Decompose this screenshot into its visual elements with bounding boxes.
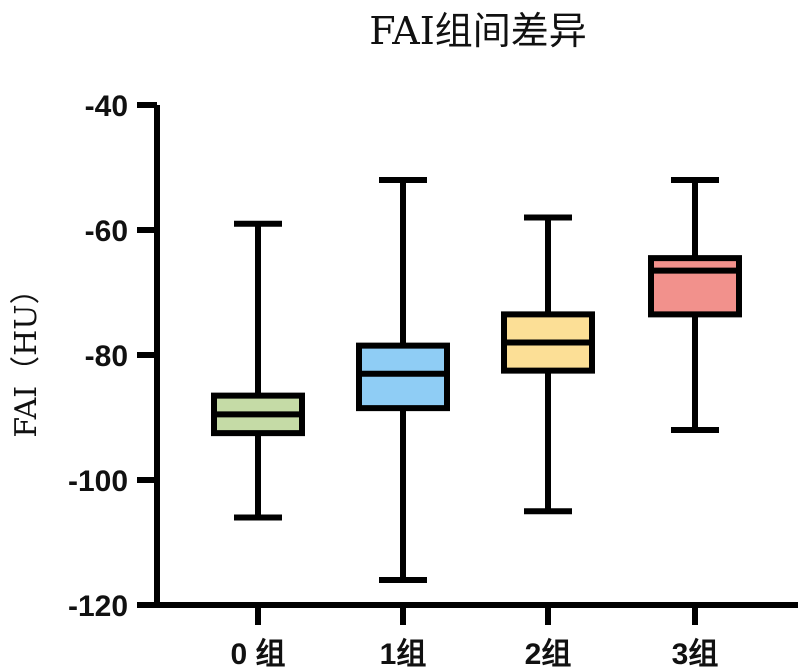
- y-tick-label: -120: [68, 590, 128, 623]
- box-group: [648, 177, 742, 433]
- y-tick-label: -80: [85, 340, 128, 373]
- chart-title: FAI组间差异: [369, 9, 587, 53]
- x-tick-label: 2组: [525, 637, 572, 671]
- y-tick-label: -60: [85, 215, 128, 248]
- y-axis-label: FAI（HU）: [9, 274, 44, 437]
- x-tick-label: 0 组: [230, 637, 285, 671]
- y-tick-label: -40: [85, 90, 128, 123]
- box-group: [211, 220, 305, 521]
- iqr-box: [356, 342, 450, 412]
- iqr-box: [648, 255, 742, 318]
- boxes: [211, 177, 742, 583]
- box-group: [501, 214, 595, 515]
- y-ticks: -40 -60 -80 -100 -120: [68, 90, 157, 623]
- x-tick-label: 1组: [380, 637, 427, 671]
- x-ticks: 0 组 1组 2组 3组: [230, 605, 718, 671]
- x-tick-label: 3组: [672, 637, 719, 671]
- y-tick-label: -100: [68, 465, 128, 498]
- box-group: [356, 177, 450, 583]
